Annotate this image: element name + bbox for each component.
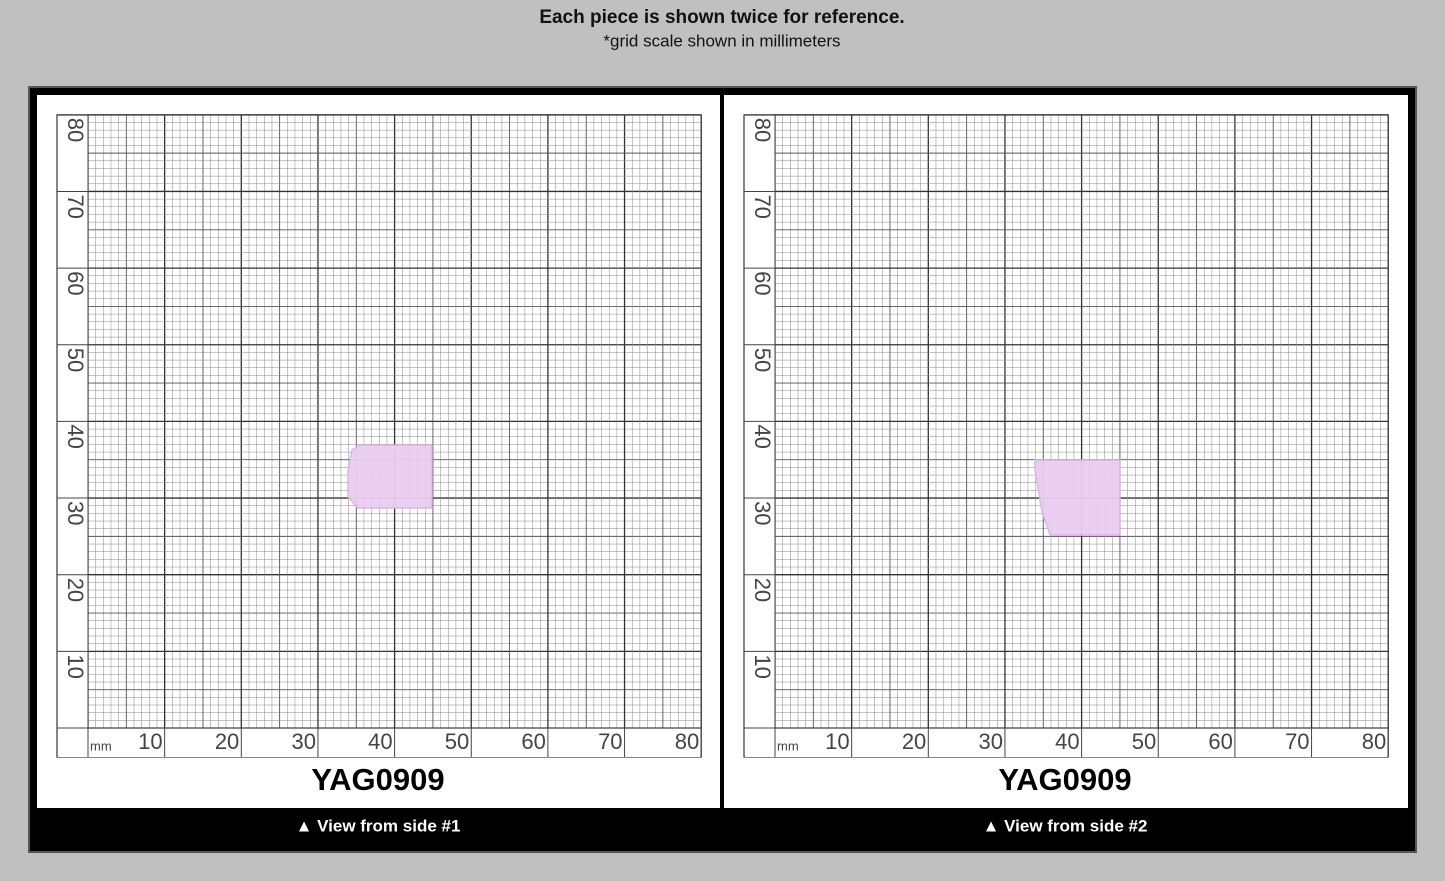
y-tick-label: 20 bbox=[750, 578, 775, 602]
y-tick-label: 60 bbox=[63, 271, 88, 295]
y-tick-label: 50 bbox=[750, 348, 775, 372]
y-tick-label: 40 bbox=[63, 424, 88, 448]
product-code: YAG0909 bbox=[311, 762, 444, 797]
panel-bg bbox=[724, 95, 1408, 808]
gem-piece bbox=[1034, 459, 1121, 536]
gem-piece bbox=[347, 444, 433, 509]
y-tick-label: 10 bbox=[63, 654, 88, 678]
x-tick-label: 60 bbox=[521, 729, 545, 754]
grid-panel: 10 20 30 40 50 60 70 80 10 20 30 40 50 60 70 80 mm YAG090… bbox=[743, 114, 1389, 835]
y-tick-label: 60 bbox=[750, 271, 775, 295]
subtitle: *grid scale shown in millimeters bbox=[603, 31, 840, 50]
x-tick-label: 80 bbox=[1362, 729, 1386, 754]
y-tick-label: 20 bbox=[63, 578, 88, 602]
x-tick-label: 70 bbox=[598, 729, 622, 754]
y-tick-label: 50 bbox=[63, 348, 88, 372]
y-tick-label: 70 bbox=[63, 194, 88, 218]
x-tick-label: 60 bbox=[1208, 729, 1232, 754]
x-tick-label: 20 bbox=[902, 729, 926, 754]
y-tick-label: 70 bbox=[750, 194, 775, 218]
y-tick-label: 30 bbox=[63, 501, 88, 525]
grid-panel: 10 20 30 40 50 60 70 80 10 20 30 40 50 60 70 80 mm YAG090… bbox=[56, 114, 702, 835]
y-tick-label: 30 bbox=[750, 501, 775, 525]
x-tick-label: 30 bbox=[291, 729, 315, 754]
x-tick-label: 10 bbox=[138, 729, 162, 754]
x-tick-label: 20 bbox=[215, 729, 239, 754]
x-tick-label: 40 bbox=[368, 729, 392, 754]
x-tick-label: 80 bbox=[675, 729, 699, 754]
title: Each piece is shown twice for reference. bbox=[539, 7, 904, 28]
x-tick-label: 50 bbox=[445, 729, 469, 754]
product-code: YAG0909 bbox=[998, 762, 1131, 797]
caption: ▲ View from side #2 bbox=[983, 816, 1148, 835]
strip-bg bbox=[58, 116, 88, 729]
panels: 10 20 30 40 50 60 70 80 10 20 30 40 50 60 70 80 mm YAG090… bbox=[56, 114, 1389, 835]
x-tick-label: 10 bbox=[825, 729, 849, 754]
x-tick-label: 70 bbox=[1285, 729, 1309, 754]
y-tick-label: 80 bbox=[750, 118, 775, 142]
y-tick-label: 40 bbox=[750, 424, 775, 448]
x-tick-label: 40 bbox=[1055, 729, 1079, 754]
x-tick-label: 50 bbox=[1132, 729, 1156, 754]
strip-bg bbox=[745, 116, 775, 729]
caption: ▲ View from side #1 bbox=[296, 816, 461, 835]
unit-label: mm bbox=[777, 738, 799, 753]
unit-label: mm bbox=[90, 738, 112, 753]
y-tick-label: 80 bbox=[63, 118, 88, 142]
x-tick-label: 30 bbox=[978, 729, 1002, 754]
y-tick-label: 10 bbox=[750, 654, 775, 678]
